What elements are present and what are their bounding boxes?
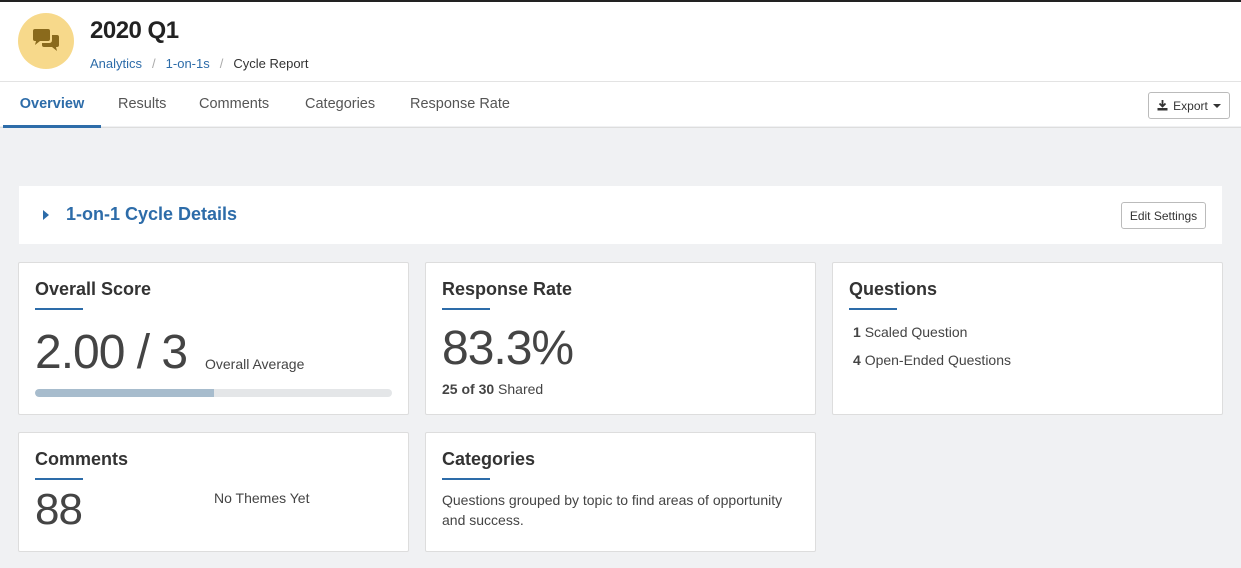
breadcrumb-separator: / [152, 56, 156, 71]
tab-bar: Overview Results Comments Categories Res… [0, 81, 1241, 128]
title-underline [35, 308, 83, 310]
chat-bubbles-icon [33, 29, 59, 51]
title-underline [849, 308, 897, 310]
tab-comments[interactable]: Comments [199, 96, 270, 112]
card-title: Comments [35, 449, 129, 469]
export-label: Export [1173, 98, 1208, 113]
overall-score-caption: Overall Average [205, 356, 305, 372]
shared-summary: 25 of 30 Shared [442, 381, 543, 397]
themes-status: No Themes Yet [214, 490, 310, 506]
breadcrumb: Analytics / 1-on-1s / Cycle Report [90, 56, 309, 71]
export-button[interactable]: Export [1148, 92, 1230, 119]
categories-card: Categories Questions grouped by topic to… [425, 432, 816, 552]
question-item: 4 Open-Ended Questions [853, 352, 1011, 368]
card-title: Categories [442, 449, 536, 469]
overall-score-card: Overall Score 2.00 / 3 Overall Average [18, 262, 409, 415]
question-label: Open-Ended Questions [864, 352, 1012, 368]
tab-categories[interactable]: Categories [305, 96, 376, 112]
question-label: Scaled Question [864, 324, 968, 340]
title-underline [442, 478, 490, 480]
tab-results[interactable]: Results [118, 96, 167, 112]
chevron-down-icon [1212, 103, 1221, 108]
categories-description: Questions grouped by topic to find areas… [442, 492, 783, 528]
download-icon [1157, 100, 1168, 111]
breadcrumb-current: Cycle Report [233, 56, 309, 71]
breadcrumb-analytics[interactable]: Analytics [90, 56, 143, 71]
cycle-details-title[interactable]: 1-on-1 Cycle Details [66, 204, 238, 224]
breadcrumb-1-on-1s[interactable]: 1-on-1s [165, 56, 210, 71]
questions-card: Questions 1 Scaled Question 4 Open-Ended… [832, 262, 1223, 415]
response-rate-value: 83.3% [442, 322, 574, 375]
comments-card: Comments 88 No Themes Yet [18, 432, 409, 552]
expand-caret-icon[interactable] [43, 210, 49, 220]
card-title: Overall Score [35, 279, 152, 299]
page-title: 2020 Q1 [90, 17, 179, 44]
shared-label: Shared [498, 381, 544, 397]
cycle-avatar [18, 13, 74, 69]
question-count: 4 [853, 352, 861, 368]
page-header: 2020 Q1 Analytics / 1-on-1s / Cycle Repo… [0, 0, 1241, 128]
edit-settings-button[interactable]: Edit Settings [1121, 202, 1206, 229]
score-progress-fill [35, 389, 214, 397]
overall-score-value: 2.00 / 3 [35, 326, 188, 379]
title-underline [442, 308, 490, 310]
breadcrumb-separator: / [219, 56, 224, 71]
comments-count: 88 [35, 485, 83, 534]
score-progress-bar [35, 389, 392, 397]
shared-count: 25 of 30 [442, 381, 495, 397]
tab-response-rate[interactable]: Response Rate [410, 96, 510, 112]
question-count: 1 [853, 324, 861, 340]
title-underline [35, 478, 83, 480]
tab-overview[interactable]: Overview [3, 82, 101, 128]
question-item: 1 Scaled Question [853, 324, 967, 340]
response-rate-card: Response Rate 83.3% 25 of 30 Shared [425, 262, 816, 415]
card-title: Response Rate [442, 279, 573, 299]
cycle-details-panel: 1-on-1 Cycle Details Edit Settings [19, 186, 1222, 244]
card-title: Questions [849, 279, 938, 299]
